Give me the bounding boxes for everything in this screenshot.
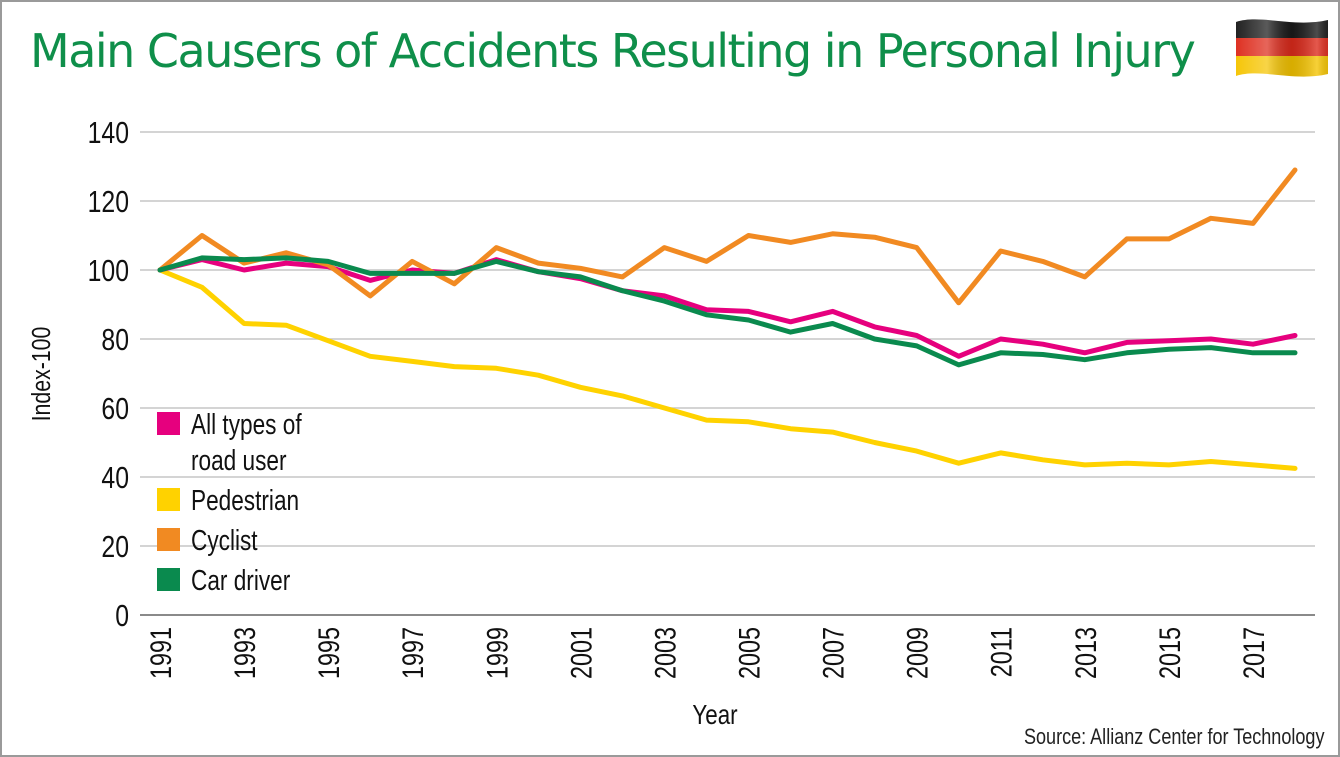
series-line-car-driver [157, 255, 1298, 368]
y-axis-title-group: Index-100 [27, 327, 57, 422]
series-line-pedestrian [157, 267, 1298, 471]
x-tick-label: 1999 [481, 627, 514, 679]
x-tick-group: 1997 [396, 627, 429, 679]
legend-swatch-pedestrian [157, 488, 180, 511]
x-tick-group: 2009 [901, 627, 934, 679]
x-tick-group: 2005 [733, 627, 766, 679]
y-axis-title: Index-100 [27, 327, 57, 422]
x-tick-group: 1999 [481, 627, 514, 679]
x-tick-label: 2003 [649, 627, 682, 679]
y-tick-label: 120 [88, 184, 129, 218]
x-tick-label: 2013 [1069, 627, 1102, 679]
germany-flag-icon [1236, 19, 1328, 77]
x-tick-label: 2011 [985, 627, 1018, 677]
y-tick-label: 20 [101, 529, 129, 563]
x-tick-label: 1991 [144, 627, 177, 679]
x-tick-label: 1995 [312, 627, 345, 679]
y-tick-label: 100 [88, 253, 129, 287]
legend-label-all-types-of-road-user: All types of [191, 407, 302, 440]
x-tick-label: 2017 [1237, 627, 1270, 679]
series-line-cyclist [157, 167, 1298, 306]
x-tick-group: 2017 [1237, 627, 1270, 679]
x-tick-label: 1997 [396, 627, 429, 679]
legend-label-cyclist: Cyclist [191, 523, 258, 556]
x-tick-group: 2011 [985, 627, 1018, 677]
x-tick-group: 2007 [817, 627, 850, 679]
x-tick-group: 2015 [1153, 627, 1186, 679]
y-tick-label: 140 [88, 115, 129, 149]
x-tick-label: 2007 [817, 627, 850, 679]
x-tick-label: 2005 [733, 627, 766, 679]
legend-swatch-car-driver [157, 568, 180, 591]
chart-title: Main Causers of Accidents Resulting in P… [30, 24, 1196, 78]
x-tick-label: 2001 [565, 627, 598, 679]
y-tick-label: 0 [115, 598, 129, 632]
y-tick-label: 80 [101, 322, 129, 356]
x-tick-label: 2015 [1153, 627, 1186, 679]
y-tick-label: 60 [101, 391, 129, 425]
x-tick-label: 1993 [228, 627, 261, 679]
legend-label-all-types-of-road-user: road user [191, 443, 287, 476]
legend-label-car-driver: Car driver [191, 563, 291, 596]
x-tick-label: 2009 [901, 627, 934, 679]
x-tick-group: 2003 [649, 627, 682, 679]
source-note: Source: Allianz Center for Technology [1023, 724, 1324, 749]
legend-swatch-cyclist [157, 528, 180, 551]
x-tick-group: 2001 [565, 627, 598, 679]
x-tick-group: 1995 [312, 627, 345, 679]
x-tick-group: 2013 [1069, 627, 1102, 679]
legend-label-pedestrian: Pedestrian [191, 483, 299, 516]
y-tick-label: 40 [101, 460, 129, 494]
x-tick-group: 1991 [144, 627, 177, 679]
x-tick-group: 1993 [228, 627, 261, 679]
series-line-all-types-of-road-user [157, 257, 1298, 359]
legend-swatch-all-types-of-road-user [157, 412, 180, 435]
x-axis-title: Year [692, 700, 738, 731]
